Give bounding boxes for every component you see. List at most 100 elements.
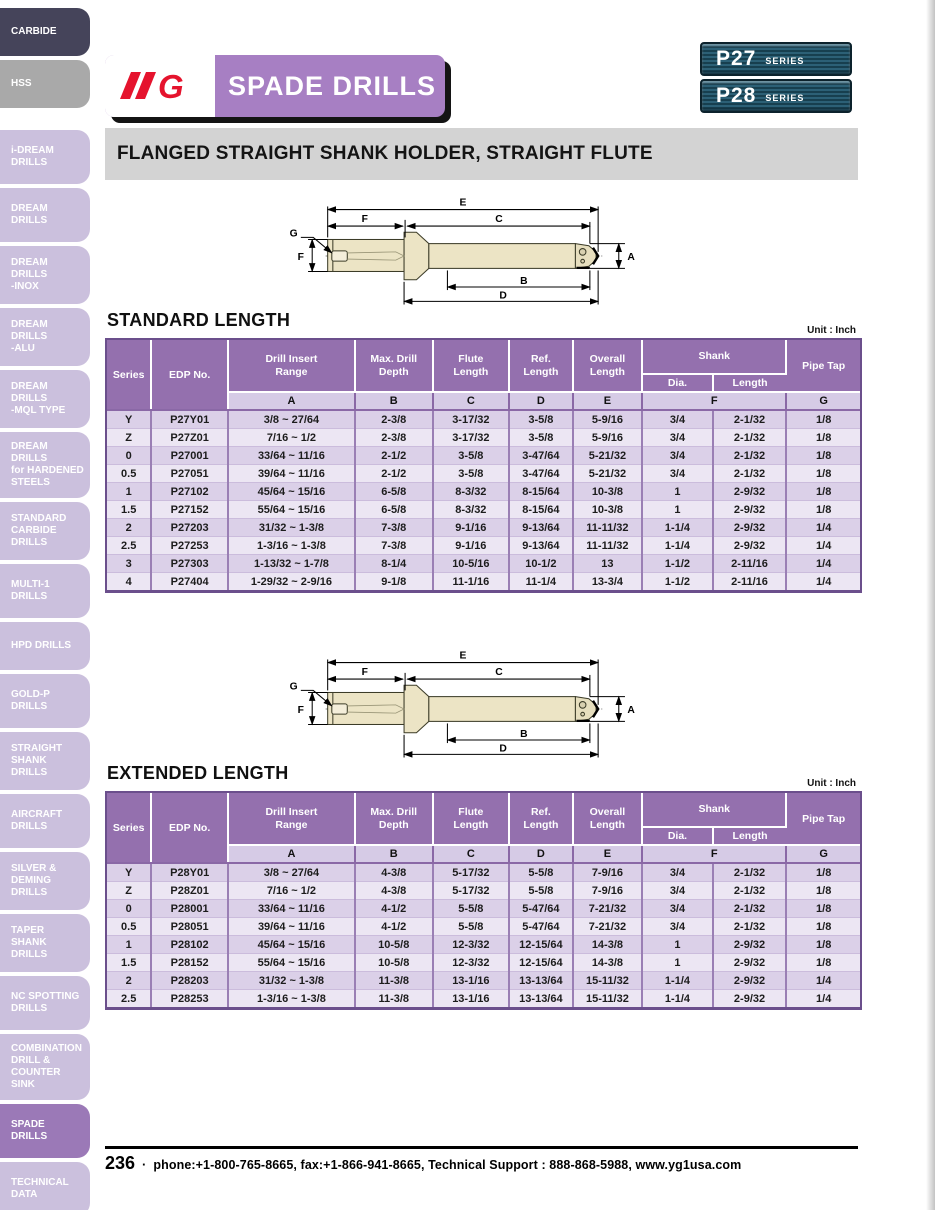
cell-depth: 2-3/8 bbox=[354, 428, 434, 448]
sidebar-item-spade-drills[interactable]: SPADE DRILLS bbox=[0, 1104, 90, 1158]
sidebar-item-combination-drill-counter-sink[interactable]: COMBINATION DRILL & COUNTER SINK bbox=[0, 1034, 90, 1100]
col-shank: Shank bbox=[642, 793, 788, 828]
sidebar-item-silver-deming-drills[interactable]: SILVER & DEMING DRILLS bbox=[0, 852, 90, 910]
cell-shank-len: 2-1/32 bbox=[712, 917, 788, 937]
sidebar-item-taper-shank-drills[interactable]: TAPER SHANK DRILLS bbox=[0, 914, 90, 972]
sidebar-item-gold-p-drills[interactable]: GOLD-P DRILLS bbox=[0, 674, 90, 728]
dim-label-b: B bbox=[520, 729, 527, 740]
sidebar-item-technical-data[interactable]: TECHNICAL DATA bbox=[0, 1162, 90, 1210]
cell-overall: 7-21/32 bbox=[572, 917, 644, 937]
sidebar-item-dream-drills-hardened[interactable]: DREAM DRILLS for HARDENED STEELS bbox=[0, 432, 90, 498]
dim-label-a: A bbox=[627, 705, 635, 716]
cell-shank-len: 2-9/32 bbox=[712, 971, 788, 991]
cell-edp: P27051 bbox=[151, 464, 229, 484]
cell-flute: 3-5/8 bbox=[432, 446, 511, 466]
dim-label-c: C bbox=[495, 667, 503, 678]
cell-flute: 8-3/32 bbox=[432, 500, 511, 520]
cell-flute: 3-5/8 bbox=[432, 464, 511, 484]
col-shank-length: Length bbox=[712, 374, 787, 394]
sidebar-item-aircraft-drills[interactable]: AIRCRAFT DRILLS bbox=[0, 794, 90, 848]
svg-text:G: G bbox=[158, 68, 184, 105]
badge-p28-series: P28 SERIES bbox=[700, 79, 852, 113]
cell-edp: P28Z01 bbox=[151, 881, 229, 901]
badge-code: P27 bbox=[716, 47, 757, 70]
cell-overall: 7-9/16 bbox=[572, 881, 644, 901]
extended-length-table: Series EDP No. Drill Insert Range Max. D… bbox=[105, 791, 862, 1011]
letter-b: B bbox=[354, 845, 434, 865]
cell-depth: 7-3/8 bbox=[354, 518, 434, 538]
cell-edp: P27Z01 bbox=[151, 428, 229, 448]
cell-shank-dia: 1-1/2 bbox=[642, 572, 714, 591]
col-pipe-tap: Pipe Tap bbox=[786, 340, 860, 394]
letter-c: C bbox=[432, 845, 511, 865]
letter-g: G bbox=[786, 845, 860, 865]
sidebar-item-straight-shank-drills[interactable]: STRAIGHT SHANK DRILLS bbox=[0, 732, 90, 790]
cell-ref: 9-13/64 bbox=[509, 518, 574, 538]
cell-ref: 8-15/64 bbox=[509, 482, 574, 502]
page-number: 236 bbox=[105, 1153, 136, 1173]
dim-label-g: G bbox=[290, 681, 298, 692]
cell-depth: 7-3/8 bbox=[354, 536, 434, 556]
cell-ref: 12-15/64 bbox=[509, 935, 574, 955]
cell-shank-dia: 1-1/4 bbox=[642, 971, 714, 991]
sidebar-item-nc-spotting-drills[interactable]: NC SPOTTING DRILLS bbox=[0, 976, 90, 1030]
cell-shank-len: 2-1/32 bbox=[712, 899, 788, 919]
cell-overall: 14-3/8 bbox=[572, 935, 644, 955]
cell-range: 1-3/16 ~ 1-3/8 bbox=[227, 989, 356, 1008]
cell-range: 55/64 ~ 15/16 bbox=[227, 953, 356, 973]
cell-overall: 13 bbox=[572, 554, 644, 574]
table-row: 2.5 P27253 1-3/16 ~ 1-3/8 7-3/8 9-1/16 9… bbox=[107, 536, 860, 556]
unit-label: Unit : Inch bbox=[807, 778, 856, 789]
letter-g: G bbox=[786, 392, 860, 412]
cell-overall: 7-9/16 bbox=[572, 863, 644, 883]
dim-label-g: G bbox=[290, 228, 298, 239]
sidebar-item-dream-drills-inox[interactable]: DREAM DRILLS -INOX bbox=[0, 246, 90, 304]
drill-holder-diagram-standard: E F C G F A B D bbox=[290, 197, 635, 305]
cell-range: 33/64 ~ 11/16 bbox=[227, 446, 356, 466]
cell-shank-dia: 1-1/4 bbox=[642, 536, 714, 556]
cell-overall: 11-11/32 bbox=[572, 518, 644, 538]
cell-shank-len: 2-1/32 bbox=[712, 410, 788, 430]
cell-flute: 12-3/32 bbox=[432, 935, 511, 955]
cell-ref: 5-5/8 bbox=[509, 863, 574, 883]
cell-pipe-tap: 1/8 bbox=[786, 917, 860, 937]
cell-flute: 13-1/16 bbox=[432, 971, 511, 991]
standard-length-title: STANDARD LENGTH bbox=[107, 310, 291, 330]
cell-pipe-tap: 1/8 bbox=[786, 410, 860, 430]
cell-range: 31/32 ~ 1-3/8 bbox=[227, 971, 356, 991]
banner-title: SPADE DRILLS bbox=[228, 70, 437, 101]
sidebar-item-hpd-drills[interactable]: HPD DRILLS bbox=[0, 622, 90, 670]
cell-depth: 9-1/8 bbox=[354, 572, 434, 591]
sidebar-item-hss[interactable]: HSS bbox=[0, 60, 90, 108]
sidebar-item-carbide[interactable]: CARBIDE bbox=[0, 8, 90, 56]
col-overall-length: Overall Length bbox=[572, 793, 644, 847]
dim-label-d: D bbox=[499, 290, 507, 301]
cell-pipe-tap: 1/8 bbox=[786, 482, 860, 502]
table-row: 1 P28102 45/64 ~ 15/16 10-5/8 12-3/32 12… bbox=[107, 935, 860, 955]
dim-label-e: E bbox=[459, 197, 466, 208]
sidebar-item-dream-drills-alu[interactable]: DREAM DRILLS -ALU bbox=[0, 308, 90, 366]
sidebar-item-dream-drills-mql[interactable]: DREAM DRILLS -MQL TYPE bbox=[0, 370, 90, 428]
footer: 236 · phone:+1-800-765-8665, fax:+1-866-… bbox=[105, 1153, 865, 1174]
sidebar-item-dream-drills[interactable]: DREAM DRILLS bbox=[0, 188, 90, 242]
cell-series: Y bbox=[107, 863, 153, 883]
sidebar-item-multi-1-drills[interactable]: MULTI-1 DRILLS bbox=[0, 564, 90, 618]
cell-pipe-tap: 1/8 bbox=[786, 428, 860, 448]
cell-edp: P27203 bbox=[151, 518, 229, 538]
cell-flute: 5-17/32 bbox=[432, 881, 511, 901]
table-row: 0.5 P27051 39/64 ~ 11/16 2-1/2 3-5/8 3-4… bbox=[107, 464, 860, 484]
table-row: 1.5 P28152 55/64 ~ 15/16 10-5/8 12-3/32 … bbox=[107, 953, 860, 973]
cell-pipe-tap: 1/4 bbox=[786, 989, 860, 1008]
cell-pipe-tap: 1/8 bbox=[786, 953, 860, 973]
cell-depth: 4-3/8 bbox=[354, 863, 434, 883]
dim-label-f-left: F bbox=[298, 705, 304, 716]
cell-series: 0.5 bbox=[107, 917, 153, 937]
sidebar-item-standard-carbide-drills[interactable]: STANDARD CARBIDE DRILLS bbox=[0, 502, 90, 560]
cell-pipe-tap: 1/4 bbox=[786, 536, 860, 556]
col-insert-range: Drill Insert Range bbox=[227, 340, 356, 394]
table-row: 1 P27102 45/64 ~ 15/16 6-5/8 8-3/32 8-15… bbox=[107, 482, 860, 502]
sidebar-item-i-dream-drills[interactable]: i-DREAM DRILLS bbox=[0, 130, 90, 184]
cell-series: 1 bbox=[107, 482, 153, 502]
cell-pipe-tap: 1/8 bbox=[786, 899, 860, 919]
